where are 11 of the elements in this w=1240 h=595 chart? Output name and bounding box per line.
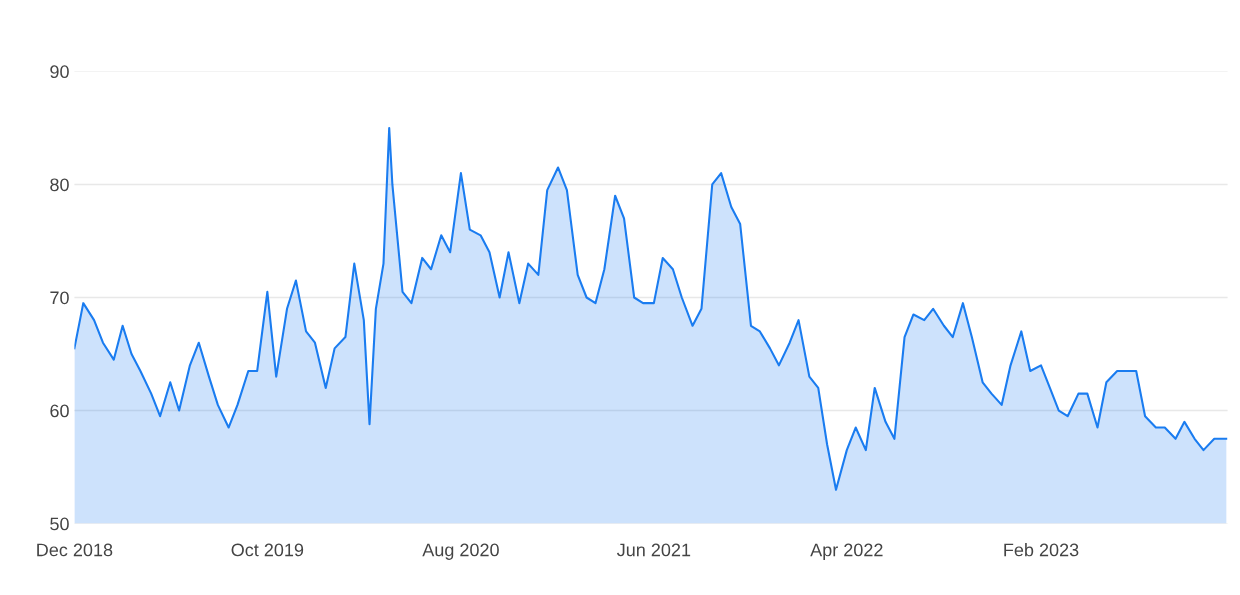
y-tick-label: 60 [50, 404, 69, 418]
x-tick-label: Dec 2018 [37, 543, 113, 557]
y-tick-label: 80 [50, 178, 69, 192]
x-tick-label: Apr 2022 [810, 543, 883, 560]
x-tick-label: Feb 2023 [1004, 543, 1079, 557]
y-tick-label: 90 [50, 65, 69, 79]
x-tick-label: Aug 2020 [422, 543, 499, 560]
x-tick-label: Jun 2021 [616, 543, 691, 557]
x-tick-label: Oct 2019 [231, 543, 304, 557]
y-tick-label: 50 [50, 517, 69, 531]
y-tick-label: 70 [50, 291, 69, 305]
